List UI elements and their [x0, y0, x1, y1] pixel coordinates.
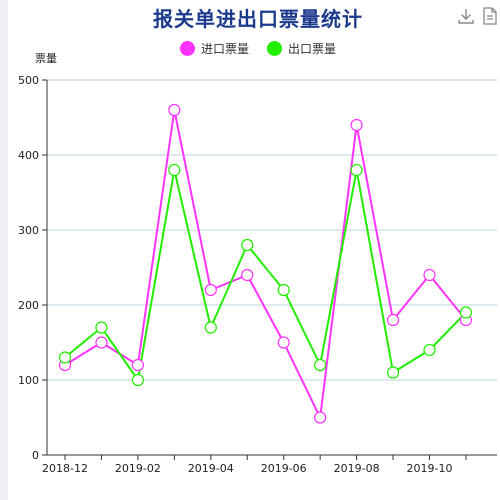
data-point-import[interactable]: [386, 313, 400, 327]
legend-item-import[interactable]: 进口票量: [179, 40, 249, 57]
legend-label-import: 进口票量: [200, 42, 249, 56]
y-tick-label: 500: [18, 74, 39, 87]
series-line-export: [64, 169, 467, 381]
legend-label-export: 出口票量: [288, 42, 337, 56]
y-tick-label: 100: [18, 374, 39, 387]
x-tick-label: 2019-10: [407, 462, 453, 475]
x-tick-label: 2019-08: [334, 462, 380, 475]
data-point-export[interactable]: [459, 306, 473, 319]
data-view-icon[interactable]: [480, 6, 500, 26]
data-point-export[interactable]: [168, 163, 181, 177]
legend-item-export[interactable]: 出口票量: [267, 40, 336, 57]
legend: 进口票量 出口票量: [0, 40, 500, 57]
y-tick-label: 300: [18, 224, 39, 237]
y-tick-label: 400: [18, 149, 39, 162]
data-point-import[interactable]: [168, 103, 181, 117]
toolbox: [450, 6, 500, 26]
data-point-export[interactable]: [241, 238, 254, 252]
data-point-import[interactable]: [95, 336, 108, 349]
data-point-export[interactable]: [277, 283, 290, 297]
y-tick-label: 0: [32, 449, 39, 462]
legend-marker-import: [179, 41, 195, 56]
left-strip: [0, 0, 8, 500]
x-tick-label: 2019-04: [188, 462, 234, 475]
data-point-import[interactable]: [423, 268, 436, 282]
legend-marker-export: [267, 41, 282, 56]
y-tick-label: 200: [18, 299, 39, 312]
series-line-import: [64, 109, 467, 419]
data-point-export[interactable]: [204, 321, 217, 334]
data-point-export[interactable]: [314, 358, 327, 372]
y-axis-title: 票量: [35, 52, 57, 65]
data-point-export[interactable]: [350, 163, 363, 177]
x-tick-label: 2019-02: [115, 462, 161, 475]
data-point-import[interactable]: [241, 268, 254, 282]
data-point-export[interactable]: [131, 373, 144, 387]
data-point-import[interactable]: [204, 283, 217, 297]
data-point-export[interactable]: [58, 351, 72, 364]
data-point-import[interactable]: [314, 411, 327, 424]
chart-title: 报关单进出口票量统计: [153, 7, 363, 31]
data-point-import[interactable]: [277, 336, 290, 349]
data-point-import[interactable]: [131, 358, 144, 372]
data-point-import[interactable]: [350, 118, 363, 132]
download-icon[interactable]: [456, 6, 476, 26]
x-tick-label: 2019-06: [261, 462, 307, 475]
data-point-export[interactable]: [95, 321, 108, 334]
data-point-export[interactable]: [423, 343, 436, 357]
data-point-export[interactable]: [386, 366, 400, 379]
x-tick-label: 2018-12: [42, 462, 88, 475]
